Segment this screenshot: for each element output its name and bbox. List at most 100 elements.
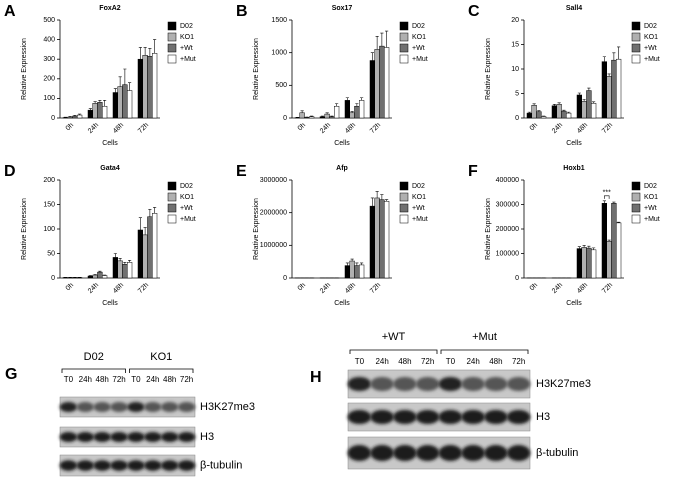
x-tick-label: 48h <box>344 282 357 295</box>
bar <box>324 113 330 119</box>
error-bar <box>582 99 586 102</box>
panel-label: D <box>4 163 16 180</box>
y-tick-label: 100 <box>43 95 55 102</box>
lane-label: 48h <box>398 357 411 366</box>
y-tick-label: 1000 <box>271 50 287 57</box>
x-tick-label: 24h <box>87 282 100 295</box>
legend-swatch <box>631 203 641 213</box>
y-tick-label: 0 <box>51 115 55 122</box>
x-tick-label: 72h <box>369 282 382 295</box>
blot-band <box>438 410 463 424</box>
blot-band <box>110 402 128 412</box>
blot-band <box>93 432 111 442</box>
error-bar <box>113 253 117 258</box>
x-tick-label: 72h <box>137 122 150 135</box>
legend-swatch <box>167 32 177 42</box>
blot-band <box>415 410 440 424</box>
error-bar <box>73 114 77 117</box>
blot-band <box>461 410 485 424</box>
bar <box>561 110 567 119</box>
x-tick-label: 24h <box>319 282 332 295</box>
group-bracket <box>61 368 126 373</box>
panel-label: A <box>4 3 16 20</box>
error-bar <box>143 47 147 56</box>
blot-band <box>76 460 95 471</box>
bar <box>566 112 572 119</box>
blot-band <box>506 410 531 424</box>
error-bar <box>617 46 621 60</box>
x-tick-label: 0h <box>529 122 540 133</box>
legend-swatch <box>167 214 177 224</box>
error-bar <box>360 97 364 101</box>
y-axis-label: Relative Expression <box>21 38 28 100</box>
legend-label: KO1 <box>644 194 658 201</box>
bar <box>117 260 123 279</box>
legend-label: D02 <box>180 23 193 30</box>
y-tick-label: 400000 <box>496 177 519 184</box>
x-tick-label: 48h <box>112 282 125 295</box>
bar <box>152 53 158 119</box>
blot-band <box>177 460 196 471</box>
lane-label: T0 <box>64 375 74 384</box>
x-tick-label: 48h <box>112 122 125 135</box>
significance-bracket <box>604 195 610 199</box>
legend-label: KO1 <box>180 34 194 41</box>
y-tick-label: 100 <box>43 226 55 233</box>
error-bar <box>118 76 122 87</box>
x-tick-label: 0h <box>297 282 308 293</box>
x-axis-label: Cells <box>566 300 582 307</box>
bar <box>551 105 557 119</box>
legend-swatch <box>167 21 177 31</box>
x-axis-label: Cells <box>102 140 118 147</box>
bar <box>147 216 153 279</box>
bar <box>581 247 587 279</box>
panel-label: H <box>310 369 322 386</box>
legend-label: KO1 <box>412 34 426 41</box>
error-bar <box>335 103 339 107</box>
y-tick-label: 500 <box>43 17 55 24</box>
error-bar <box>385 30 389 48</box>
y-tick-label: 2000000 <box>260 210 287 217</box>
bar <box>92 103 98 119</box>
error-bar <box>153 39 157 54</box>
bar <box>344 265 350 279</box>
lane-label: 72h <box>112 375 125 384</box>
x-tick-label: 24h <box>87 122 100 135</box>
bar <box>87 275 93 279</box>
bar <box>606 76 612 119</box>
legend-swatch <box>631 214 641 224</box>
y-tick-label: 15 <box>511 41 519 48</box>
lane-label: 72h <box>180 375 193 384</box>
bar <box>127 262 133 279</box>
blot-band <box>347 445 372 461</box>
bar <box>576 248 582 279</box>
legend-swatch <box>631 192 641 202</box>
bar <box>137 58 143 119</box>
bar <box>526 112 532 119</box>
bar <box>384 47 390 119</box>
lane-label: T0 <box>355 357 365 366</box>
legend-label: D02 <box>180 183 193 190</box>
bar <box>127 90 133 119</box>
y-tick-label: 150 <box>43 201 55 208</box>
blot-band <box>438 445 463 461</box>
x-tick-label: 72h <box>369 122 382 135</box>
bar <box>586 247 592 279</box>
error-bar <box>345 262 349 266</box>
bar <box>299 112 305 119</box>
error-bar <box>587 87 591 91</box>
lane-label: 24h <box>466 357 479 366</box>
bar <box>586 90 592 119</box>
blot-band <box>160 460 179 471</box>
legend-label: +Mut <box>412 56 428 63</box>
blot-band <box>110 460 128 471</box>
legend-label: D02 <box>644 23 657 30</box>
error-bar <box>310 115 314 117</box>
group-label: +Mut <box>472 331 497 343</box>
error-bar <box>552 103 556 106</box>
error-bar <box>557 102 561 105</box>
lane-label: T0 <box>446 357 456 366</box>
blot-band <box>415 445 440 461</box>
error-bar <box>143 227 147 235</box>
error-bar <box>148 209 152 217</box>
